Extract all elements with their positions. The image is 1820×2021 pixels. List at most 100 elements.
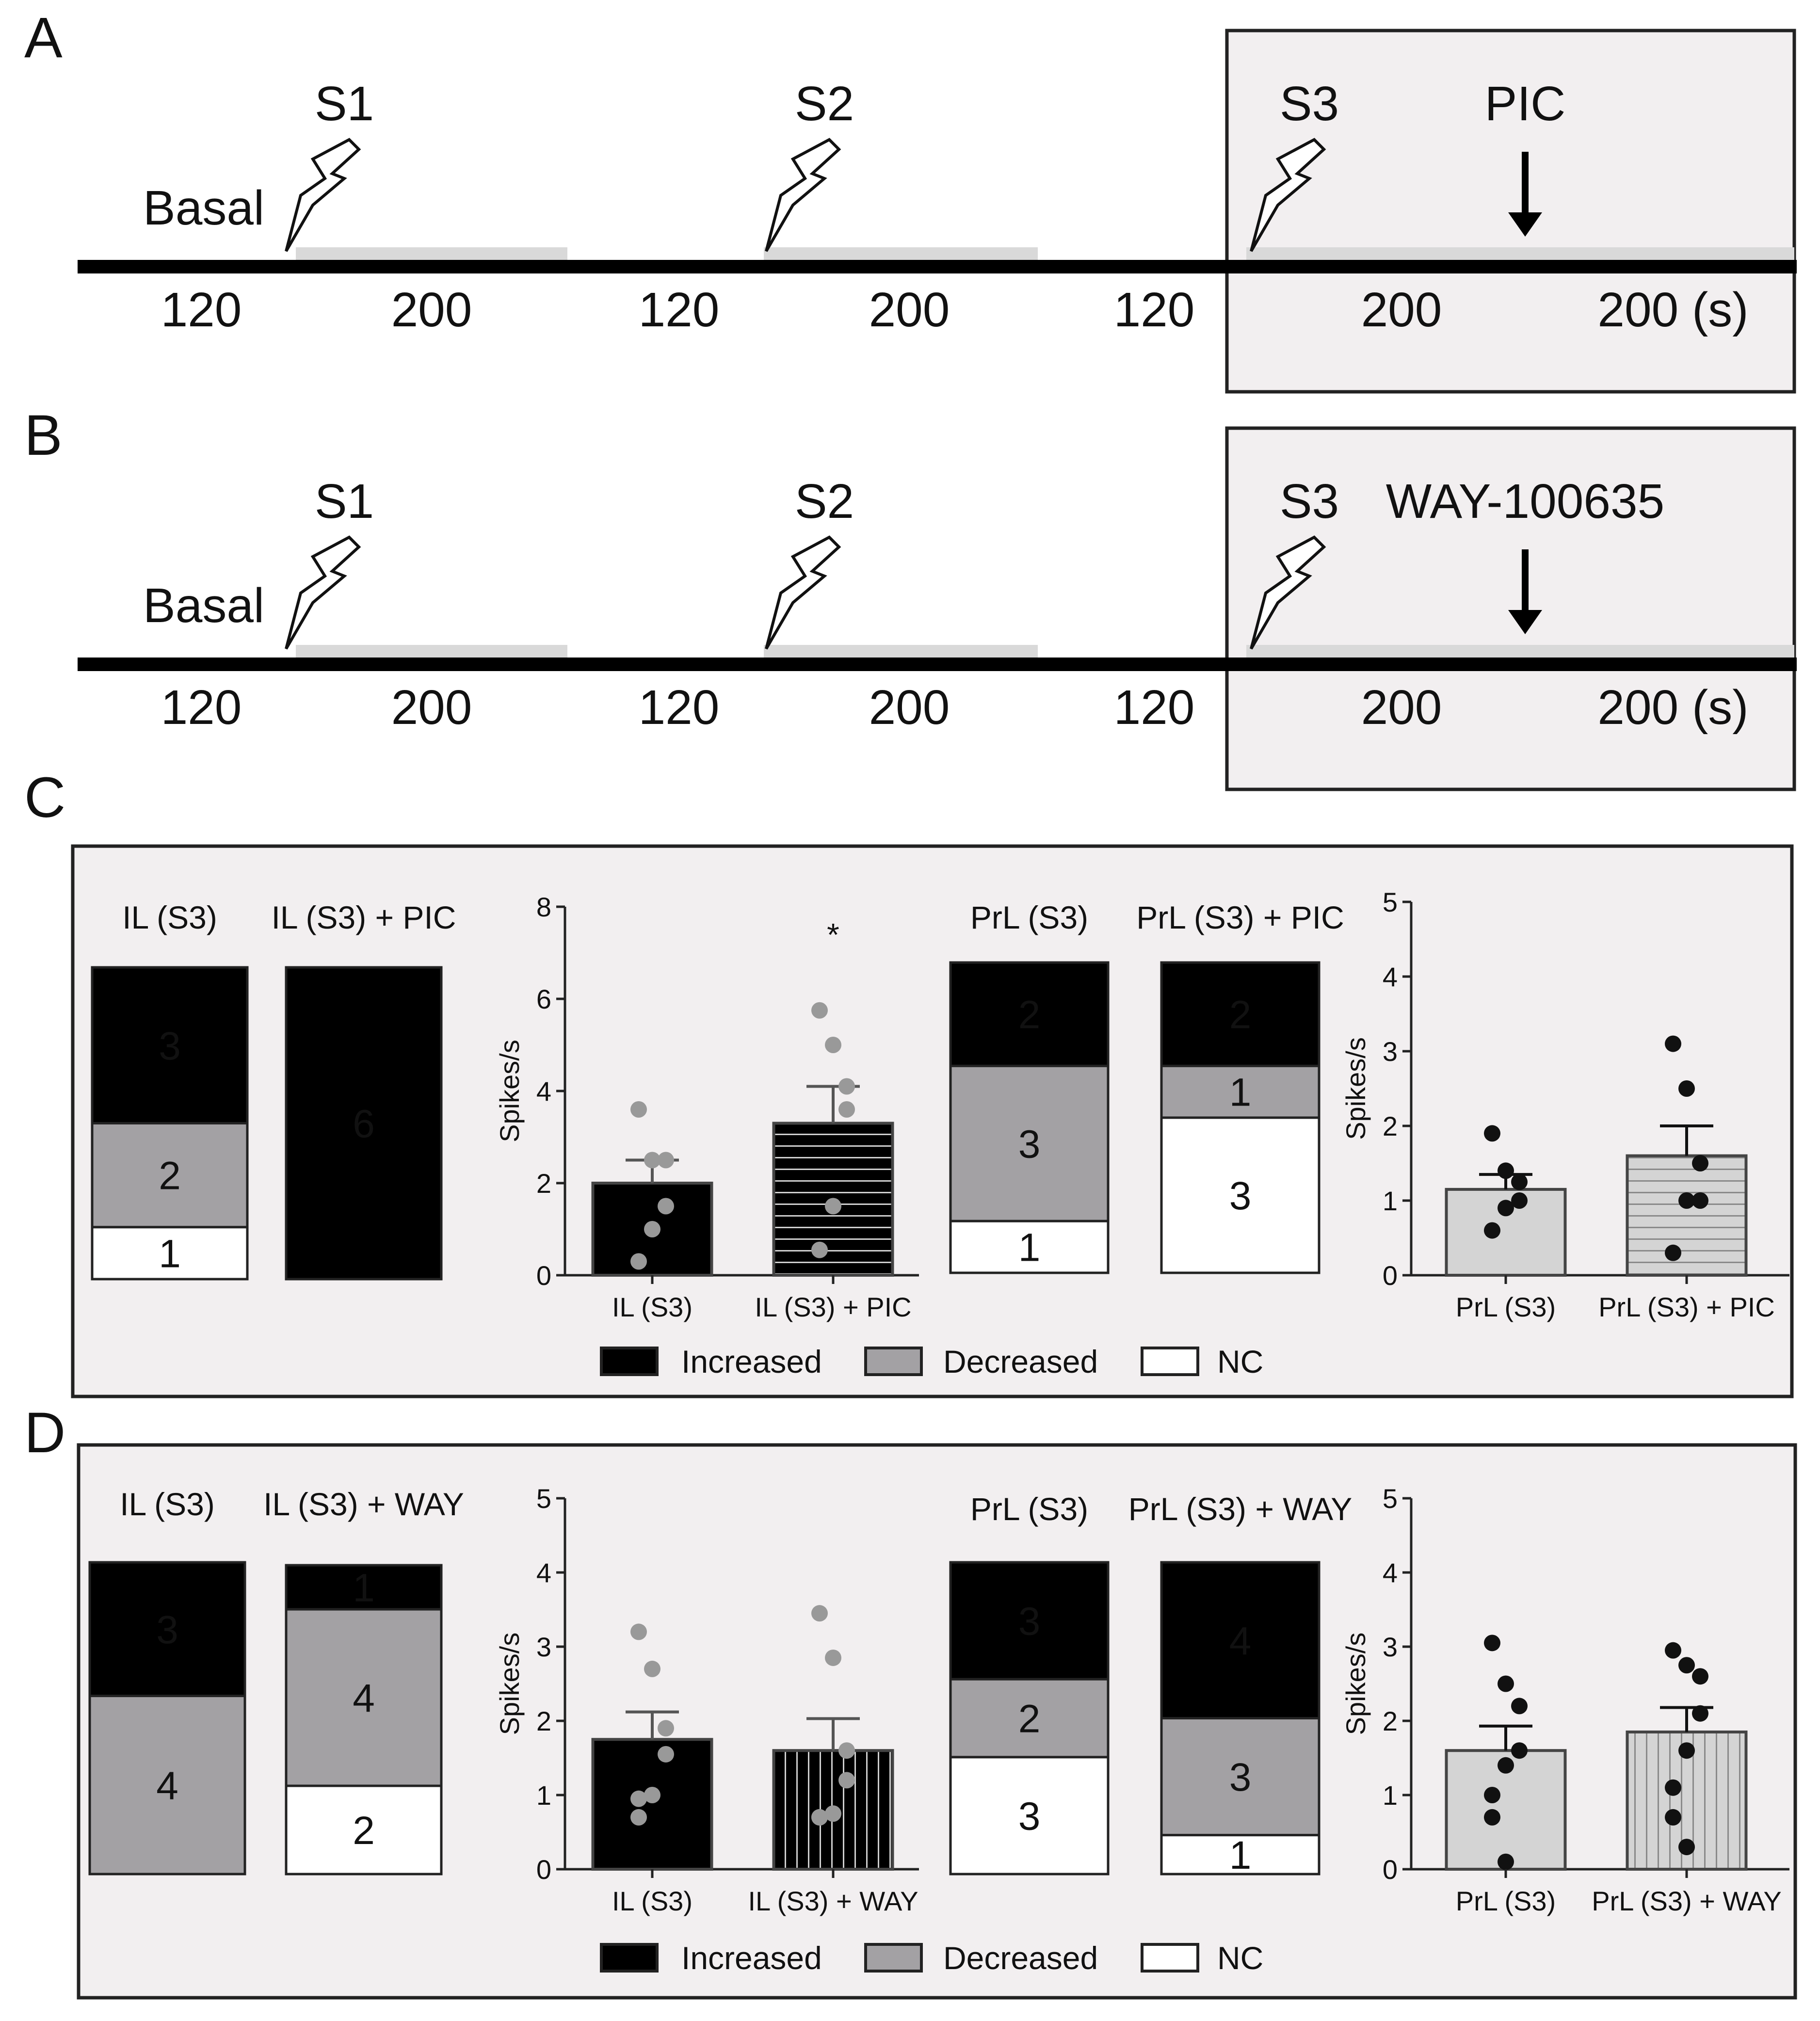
panel-b: B Basal S1 S2 S3 WAY-100635 120 200 120 200 120 200… bbox=[24, 403, 1797, 791]
stim-label-s2: S2 bbox=[795, 77, 854, 131]
data-point bbox=[838, 1101, 855, 1118]
data-point bbox=[1498, 1675, 1514, 1692]
x-tick-label: IL (S3) bbox=[612, 1292, 693, 1322]
x-tick-label: IL (S3) bbox=[612, 1886, 693, 1916]
lightning-bolt-icon bbox=[1250, 138, 1326, 252]
segment-count-label: 1 bbox=[1229, 1071, 1252, 1115]
drug-label: WAY-100635 bbox=[1386, 474, 1664, 529]
duration-label: 200 bbox=[391, 283, 472, 337]
basal-label: Basal bbox=[143, 578, 264, 633]
stacked-category-label: IL (S3) bbox=[120, 1486, 215, 1522]
data-point bbox=[811, 1809, 828, 1826]
panel-letter: A bbox=[24, 6, 63, 70]
legend: Increased Decreased NC bbox=[600, 1344, 1263, 1379]
x-tick-label: PrL (S3) + PIC bbox=[1598, 1292, 1775, 1322]
y-tick-label: 3 bbox=[1383, 1036, 1398, 1067]
stacked-category-label: PrL (S3) + WAY bbox=[1128, 1491, 1352, 1527]
duration-label: 200 (s) bbox=[1597, 680, 1748, 735]
stacked-segment-decreased bbox=[1160, 1064, 1321, 1119]
segment-count-label: 3 bbox=[159, 1024, 181, 1068]
data-point bbox=[1511, 1742, 1528, 1759]
stim-label-s3: S3 bbox=[1280, 77, 1339, 131]
data-point bbox=[838, 1078, 855, 1095]
segment-count-label: 2 bbox=[1018, 993, 1041, 1037]
y-tick-label: 0 bbox=[536, 1854, 551, 1885]
stacked-segment-increased bbox=[1160, 961, 1321, 1067]
lightning-bolt-icon bbox=[765, 535, 841, 650]
lightning-bolt-icon bbox=[765, 138, 841, 252]
data-point bbox=[658, 1198, 674, 1215]
data-point bbox=[658, 1152, 674, 1169]
y-tick-label: 0 bbox=[1383, 1260, 1398, 1291]
stimulation-period-bar bbox=[296, 247, 567, 262]
data-point bbox=[1484, 1787, 1500, 1803]
drug-box bbox=[1225, 426, 1796, 791]
segment-count-label: 1 bbox=[1018, 1226, 1041, 1270]
rate-bar bbox=[1626, 1154, 1748, 1277]
stacked-segment-decreased bbox=[91, 1122, 249, 1229]
stacked-category-label: PrL (S3) + PIC bbox=[1136, 899, 1344, 935]
stim-label-s2: S2 bbox=[795, 474, 854, 529]
y-tick-label: 5 bbox=[536, 1483, 551, 1514]
data-point bbox=[811, 1002, 828, 1019]
data-point bbox=[1511, 1698, 1528, 1715]
stim-label-s1: S1 bbox=[315, 474, 374, 529]
segment-count-label: 2 bbox=[353, 1809, 375, 1853]
segment-count-label: 3 bbox=[1018, 1794, 1041, 1838]
stacked-chart-C-PrL-stacked: PrL (S3) PrL (S3) + PIC 2 3 1 2 1 3 bbox=[949, 899, 1344, 1274]
stimulation-period-bar bbox=[296, 645, 567, 659]
data-point bbox=[630, 1253, 647, 1270]
y-tick-label: 1 bbox=[1383, 1186, 1398, 1216]
legend-swatch-nc bbox=[1141, 1943, 1199, 1973]
x-tick-label: PrL (S3) + WAY bbox=[1592, 1886, 1782, 1916]
stimulation-period-bar bbox=[764, 247, 1038, 262]
y-tick-label: 2 bbox=[1383, 1111, 1398, 1141]
data-point bbox=[658, 1720, 674, 1737]
stacked-segment-nc bbox=[1160, 1116, 1321, 1274]
segment-count-label: 1 bbox=[159, 1232, 181, 1276]
stacked-chart-D-IL-stacked: IL (S3) IL (S3) + WAY 3 4 1 4 2 bbox=[88, 1486, 464, 1876]
data-point bbox=[630, 1809, 647, 1826]
duration-label: 200 bbox=[869, 283, 950, 337]
segment-count-label: 2 bbox=[159, 1154, 181, 1198]
y-axis-label: Spikes/s bbox=[1340, 1633, 1371, 1735]
data-point bbox=[658, 1746, 674, 1763]
duration-label: 120 bbox=[1114, 283, 1195, 337]
stacked-segment-decreased bbox=[285, 1608, 443, 1787]
x-tick-label: IL (S3) + WAY bbox=[748, 1886, 918, 1916]
stimulation-period-bar bbox=[1246, 645, 1794, 659]
data-point bbox=[1665, 1779, 1681, 1796]
x-tick-label: PrL (S3) bbox=[1456, 1886, 1556, 1916]
segment-count-label: 4 bbox=[156, 1764, 178, 1808]
stim-label-s1: S1 bbox=[315, 77, 374, 131]
y-tick-label: 0 bbox=[536, 1260, 551, 1291]
segment-count-label: 2 bbox=[1018, 1697, 1041, 1741]
duration-label: 120 bbox=[161, 680, 242, 735]
y-tick-label: 1 bbox=[536, 1780, 551, 1811]
stacked-segment-nc bbox=[949, 1756, 1110, 1876]
data-point bbox=[1665, 1244, 1681, 1261]
lightning-bolt-icon bbox=[1250, 535, 1326, 650]
data-point bbox=[1498, 1200, 1514, 1217]
drug-arrow-shaft bbox=[1522, 549, 1529, 617]
stacked-segment-nc bbox=[285, 1784, 443, 1876]
segment-count-label: 3 bbox=[1229, 1174, 1252, 1218]
y-tick-label: 2 bbox=[536, 1706, 551, 1736]
data-point bbox=[644, 1221, 660, 1237]
stacked-category-label: PrL (S3) bbox=[970, 899, 1088, 935]
data-point bbox=[825, 1649, 841, 1666]
duration-label: 120 bbox=[639, 680, 720, 735]
stacked-segment-decreased bbox=[949, 1678, 1110, 1759]
stacked-segment-nc bbox=[91, 1226, 249, 1281]
timeline-axis bbox=[78, 658, 1797, 671]
stacked-segment-nc bbox=[949, 1219, 1110, 1274]
data-point bbox=[1692, 1668, 1708, 1685]
segment-count-label: 6 bbox=[353, 1102, 375, 1146]
lightning-bolt-icon bbox=[285, 535, 361, 650]
stacked-category-label: IL (S3) bbox=[122, 899, 217, 935]
rate-chart-C-IL-rate: 0 2 4 6 8 Spikes/s IL (S3) IL (S3) + PIC * bbox=[494, 892, 919, 1322]
y-axis-label: Spikes/s bbox=[1340, 1037, 1371, 1140]
segment-count-label: 4 bbox=[1229, 1619, 1252, 1663]
